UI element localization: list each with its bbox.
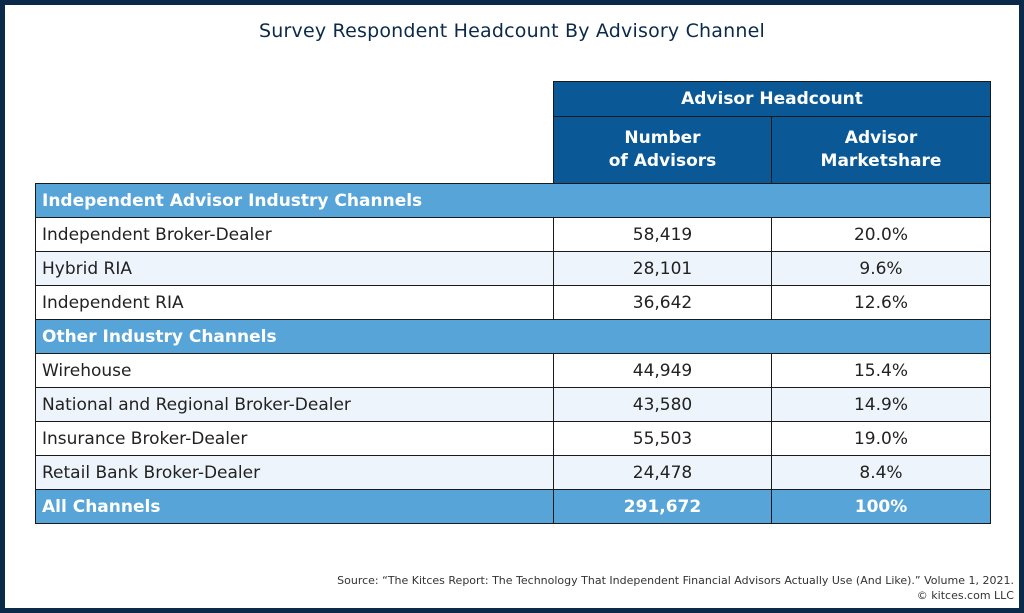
advisors-cell: 24,478 xyxy=(553,455,772,490)
header-line: Number xyxy=(624,128,701,148)
header-line: of Advisors xyxy=(608,151,717,171)
section-header: Independent Advisor Industry Channels xyxy=(35,183,991,218)
total-share: 100% xyxy=(771,489,991,524)
total-label: All Channels xyxy=(35,489,554,524)
advisors-cell: 44,949 xyxy=(553,353,772,388)
advisors-cell: 36,642 xyxy=(553,285,772,320)
column-header-advisors: Number of Advisors xyxy=(553,116,772,184)
share-cell: 8.4% xyxy=(771,455,991,490)
total-row: All Channels 291,672 100% xyxy=(35,489,991,524)
share-cell: 20.0% xyxy=(771,217,991,252)
total-advisors: 291,672 xyxy=(553,489,772,524)
table-row: Wirehouse 44,949 15.4% xyxy=(35,353,991,388)
source-note: Source: “The Kitces Report: The Technolo… xyxy=(337,573,1014,603)
channel-cell: Insurance Broker-Dealer xyxy=(35,421,554,456)
advisors-cell: 58,419 xyxy=(553,217,772,252)
channel-cell: National and Regional Broker-Dealer xyxy=(35,387,554,422)
section-header: Other Industry Channels xyxy=(35,319,991,354)
channel-cell: Hybrid RIA xyxy=(35,251,554,286)
blank-corner xyxy=(35,81,554,184)
advisors-cell: 55,503 xyxy=(553,421,772,456)
header-line: Advisor xyxy=(844,128,918,148)
chart-title: Survey Respondent Headcount By Advisory … xyxy=(259,20,765,42)
channel-cell: Independent Broker-Dealer xyxy=(35,217,554,252)
section-row: Other Industry Channels xyxy=(35,319,991,354)
table-row: Independent Broker-Dealer 58,419 20.0% xyxy=(35,217,991,252)
copyright-text: © kitces.com LLC xyxy=(916,589,1014,602)
table-row: Insurance Broker-Dealer 55,503 19.0% xyxy=(35,421,991,456)
group-header: Advisor Headcount xyxy=(553,81,991,117)
channel-cell: Independent RIA xyxy=(35,285,554,320)
headcount-table: Advisor Headcount Number of Advisors Advi… xyxy=(35,81,991,524)
share-cell: 14.9% xyxy=(771,387,991,422)
channel-cell: Retail Bank Broker-Dealer xyxy=(35,455,554,490)
share-cell: 19.0% xyxy=(771,421,991,456)
channel-cell: Wirehouse xyxy=(35,353,554,388)
table-row: Independent RIA 36,642 12.6% xyxy=(35,285,991,320)
share-cell: 15.4% xyxy=(771,353,991,388)
advisors-cell: 28,101 xyxy=(553,251,772,286)
table-row: Retail Bank Broker-Dealer 24,478 8.4% xyxy=(35,455,991,490)
source-text: Source: “The Kitces Report: The Technolo… xyxy=(337,574,1014,587)
table-row: National and Regional Broker-Dealer 43,58… xyxy=(35,387,991,422)
section-row: Independent Advisor Industry Channels xyxy=(35,183,991,218)
table-row: Hybrid RIA 28,101 9.6% xyxy=(35,251,991,286)
share-cell: 12.6% xyxy=(771,285,991,320)
header-line: Marketshare xyxy=(820,151,942,171)
column-header-share: Advisor Marketshare xyxy=(771,116,991,184)
advisors-cell: 43,580 xyxy=(553,387,772,422)
share-cell: 9.6% xyxy=(771,251,991,286)
